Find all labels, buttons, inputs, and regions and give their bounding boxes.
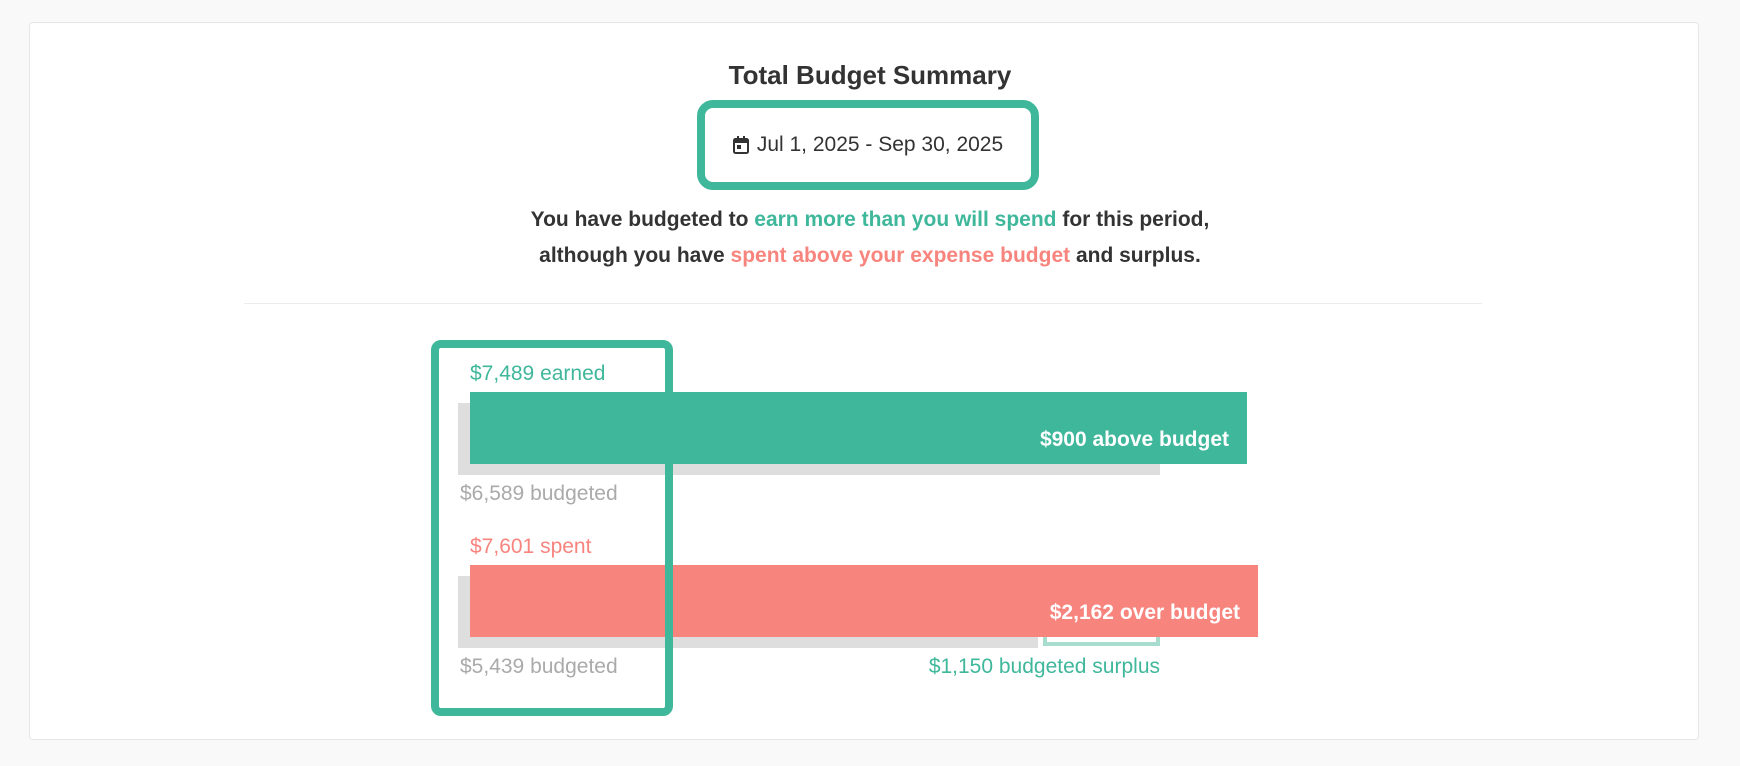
calendar-icon xyxy=(732,136,749,154)
summary-highlight-positive: earn more than you will spend xyxy=(754,208,1057,231)
expense-diff-label: $2,162 over budget xyxy=(1049,601,1240,624)
expense-actual-bar: $2,162 over budget xyxy=(470,565,1258,637)
summary-text: and surplus. xyxy=(1070,244,1201,267)
summary-text: although you have xyxy=(539,244,731,267)
expense-actual-label: $7,601 spent xyxy=(470,535,592,558)
expense-budget-label: $5,439 budgeted xyxy=(460,655,618,678)
income-actual-bar: $900 above budget xyxy=(470,392,1247,464)
summary-highlight-negative: spent above your expense budget xyxy=(730,244,1071,267)
budget-summary-text: You have budgeted to earn more than you … xyxy=(0,202,1740,274)
date-range-text: Jul 1, 2025 - Sep 30, 2025 xyxy=(756,133,1004,156)
date-range-picker[interactable]: Jul 1, 2025 - Sep 30, 2025 xyxy=(697,100,1039,190)
highlight-box xyxy=(431,340,673,716)
surplus-label: $1,150 budgeted surplus xyxy=(928,655,1160,678)
summary-text: You have budgeted to xyxy=(530,208,755,231)
page-title: Total Budget Summary xyxy=(728,60,1012,90)
divider xyxy=(244,303,1482,304)
income-actual-label: $7,489 earned xyxy=(470,362,606,385)
income-diff-label: $900 above budget xyxy=(1039,428,1229,451)
income-budget-label: $6,589 budgeted xyxy=(460,482,618,505)
summary-text: for this period, xyxy=(1056,208,1210,231)
